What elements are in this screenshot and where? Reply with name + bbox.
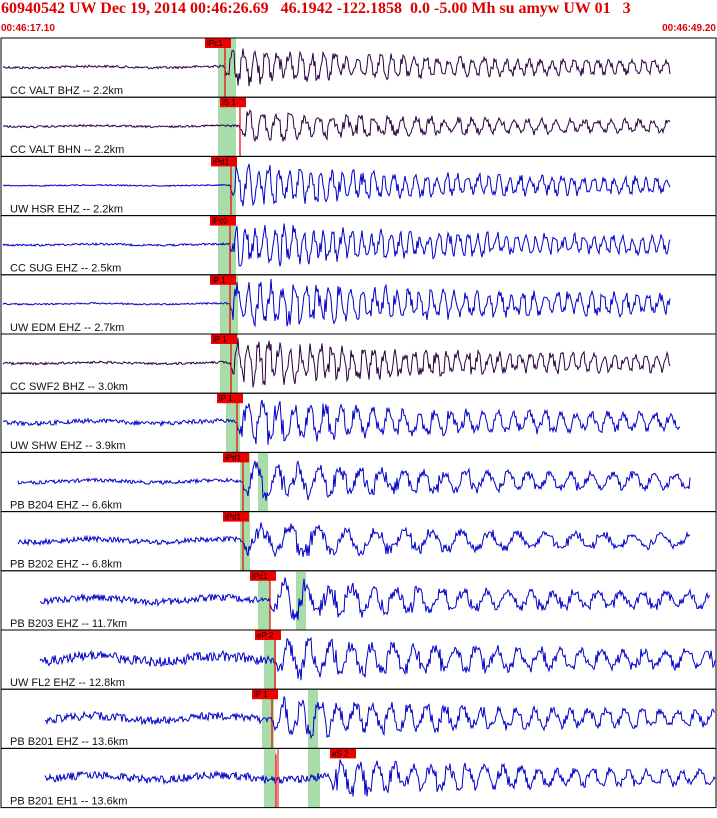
waveform-trace — [2, 399, 681, 445]
channel-row: eP 2 UW FL2 EHZ -- 12.8km — [0, 629, 717, 690]
pick-window-band — [218, 215, 236, 275]
channel-row: iPc1 PB B203 EHZ -- 11.7km — [0, 570, 717, 631]
waveform-trace — [2, 48, 671, 87]
pick-flag[interactable] — [217, 393, 243, 404]
channel-row: iP 1 UW SHW EHZ -- 3.9km — [0, 392, 717, 453]
channel-label: PB B201 EH1 -- 13.6km — [10, 795, 127, 807]
pick-label: iP 1 — [212, 276, 226, 285]
channel-row: iPd1 PB B202 EHZ -- 6.8km — [0, 511, 717, 572]
pick-window-band — [308, 689, 318, 749]
channel-label: PB B204 EHZ -- 6.6km — [10, 499, 122, 511]
pick-flag[interactable] — [255, 630, 281, 640]
pick-label: iP 1 — [213, 335, 227, 344]
channel-label: UW FL2 EHZ -- 12.8km — [10, 677, 125, 689]
pick-flag[interactable] — [210, 274, 236, 285]
channel-row: iPd1 PB B204 EHZ -- 6.6km — [0, 451, 717, 513]
pick-flag[interactable] — [211, 334, 237, 344]
pick-window-band — [258, 570, 270, 630]
pick-label: iPd1 — [225, 453, 242, 462]
channel-row: eS 2 PB B201 EH1 -- 13.6km — [0, 747, 717, 809]
pick-flag[interactable] — [211, 156, 237, 167]
pick-window-band — [240, 511, 250, 571]
channel-row: iP 1 UW EDM EHZ -- 2.7km — [0, 274, 717, 335]
end-time: 00:46:49.20 — [662, 23, 716, 34]
channel-label: CC VALT BHZ -- 2.2km — [10, 85, 123, 97]
channel-label: UW SHW EHZ -- 3.9km — [10, 440, 126, 452]
waveform-trace — [39, 577, 711, 621]
channel-row: iPc1 CC VALT BHZ -- 2.2km — [0, 37, 717, 98]
channel-row: iP 1 CC SWF2 BHZ -- 3.0km — [0, 333, 717, 394]
channel-row: iS 1 CC VALT BHN -- 2.2km — [0, 96, 717, 157]
pick-label: iP 1 — [219, 394, 233, 403]
pick-flag[interactable] — [250, 570, 276, 581]
pick-label: iPc1 — [207, 39, 223, 48]
channel-frame — [0, 747, 717, 809]
pick-flag[interactable] — [223, 452, 249, 463]
channel-row: iPc0 CC SUG EHZ -- 2.5km — [0, 215, 717, 276]
pick-flag[interactable] — [220, 97, 246, 108]
channel-label: CC SUG EHZ -- 2.5km — [10, 263, 121, 275]
pick-window-band — [264, 748, 276, 808]
waveform-trace — [39, 636, 716, 681]
pick-flag[interactable] — [210, 215, 236, 226]
pick-label: iPd1 — [213, 157, 230, 166]
pick-label: iPc1 — [252, 572, 268, 581]
waveform-trace — [44, 759, 716, 797]
channel-row: iPd1 UW HSR EHZ -- 2.2km — [0, 155, 717, 217]
pick-label: eS 2 — [332, 749, 349, 758]
channel-label: UW EDM EHZ -- 2.7km — [10, 322, 124, 334]
channel-label: CC VALT BHN -- 2.2km — [10, 144, 124, 156]
pick-label: iS 1 — [222, 98, 236, 107]
channel-label: PB B203 EHZ -- 11.7km — [10, 618, 127, 630]
pick-label: iP 1 — [254, 690, 268, 699]
event-title: 60940542 UW Dec 19, 2014 00:46:26.69 46.… — [1, 0, 631, 17]
pick-flag[interactable] — [223, 511, 249, 522]
waveform-trace — [17, 522, 691, 558]
pick-window-band — [240, 452, 250, 512]
waveform-trace — [2, 278, 671, 328]
channel-label: PB B202 EHZ -- 6.8km — [10, 559, 122, 571]
waveform-trace — [2, 163, 671, 207]
pick-window-band — [258, 452, 268, 512]
header-bar: 60940542 UW Dec 19, 2014 00:46:26.69 46.… — [0, 0, 717, 38]
channel-label: PB B201 EHZ -- 13.6km — [10, 736, 128, 748]
channel-label: UW HSR EHZ -- 2.2km — [10, 203, 123, 215]
channel-row: iP 1 PB B201 EHZ -- 13.6km — [0, 688, 717, 749]
pick-flag[interactable] — [330, 748, 356, 759]
channel-label: CC SWF2 BHZ -- 3.0km — [10, 381, 128, 393]
channel-panels: iPc1 CC VALT BHZ -- 2.2km iS 1 CC VALT BHN … — [0, 37, 717, 809]
waveform-trace — [17, 460, 691, 501]
pick-label: iPc0 — [212, 217, 228, 226]
pick-label: eP 2 — [257, 631, 274, 640]
start-time: 00:46:17.10 — [1, 23, 55, 34]
waveform-trace — [45, 696, 716, 740]
waveform-trace — [2, 109, 671, 143]
pick-window-band — [218, 97, 236, 157]
pick-flag[interactable] — [205, 38, 231, 48]
waveform-trace — [2, 223, 671, 267]
pick-flag[interactable] — [252, 689, 278, 700]
pick-label: iPd1 — [225, 513, 242, 522]
waveform-trace — [2, 337, 671, 388]
